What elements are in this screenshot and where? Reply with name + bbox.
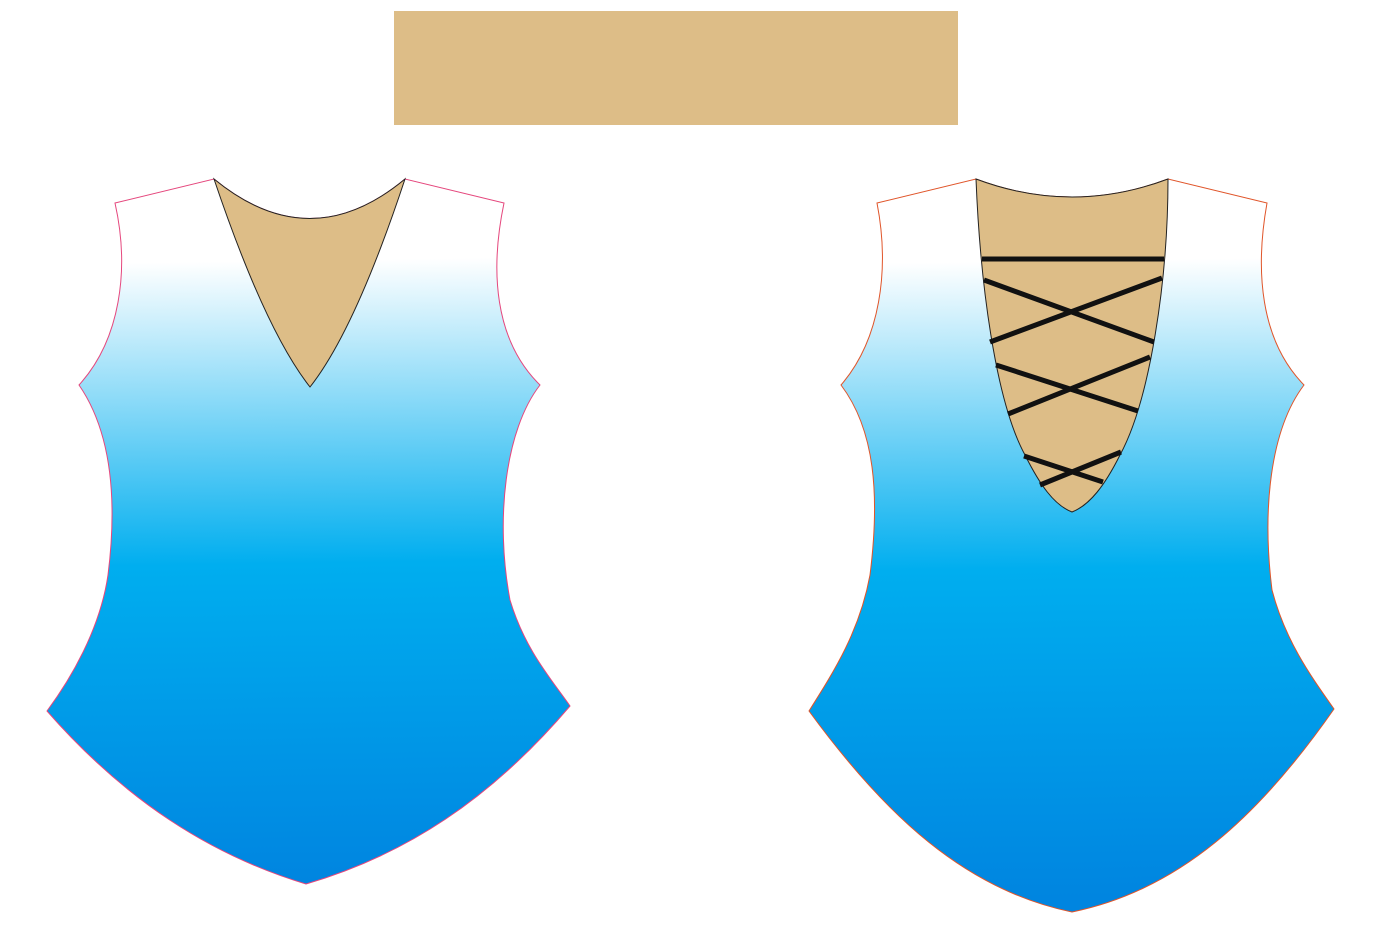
front-bodice <box>46 177 571 885</box>
back-bodice-shape <box>808 178 1335 913</box>
v-neckline-skin <box>212 177 407 388</box>
front-bodice-shape <box>46 178 571 885</box>
skin-color-swatch <box>394 11 958 125</box>
lacing-cross-3b <box>1039 449 1122 488</box>
lacing-cross-1b <box>989 275 1163 345</box>
lacing-cross-3a <box>1023 453 1104 485</box>
scoop-neckline-skin <box>975 178 1169 513</box>
back-lacing <box>982 256 1164 488</box>
back-bodice <box>808 178 1335 913</box>
lacing-cross-2b <box>1007 354 1151 417</box>
